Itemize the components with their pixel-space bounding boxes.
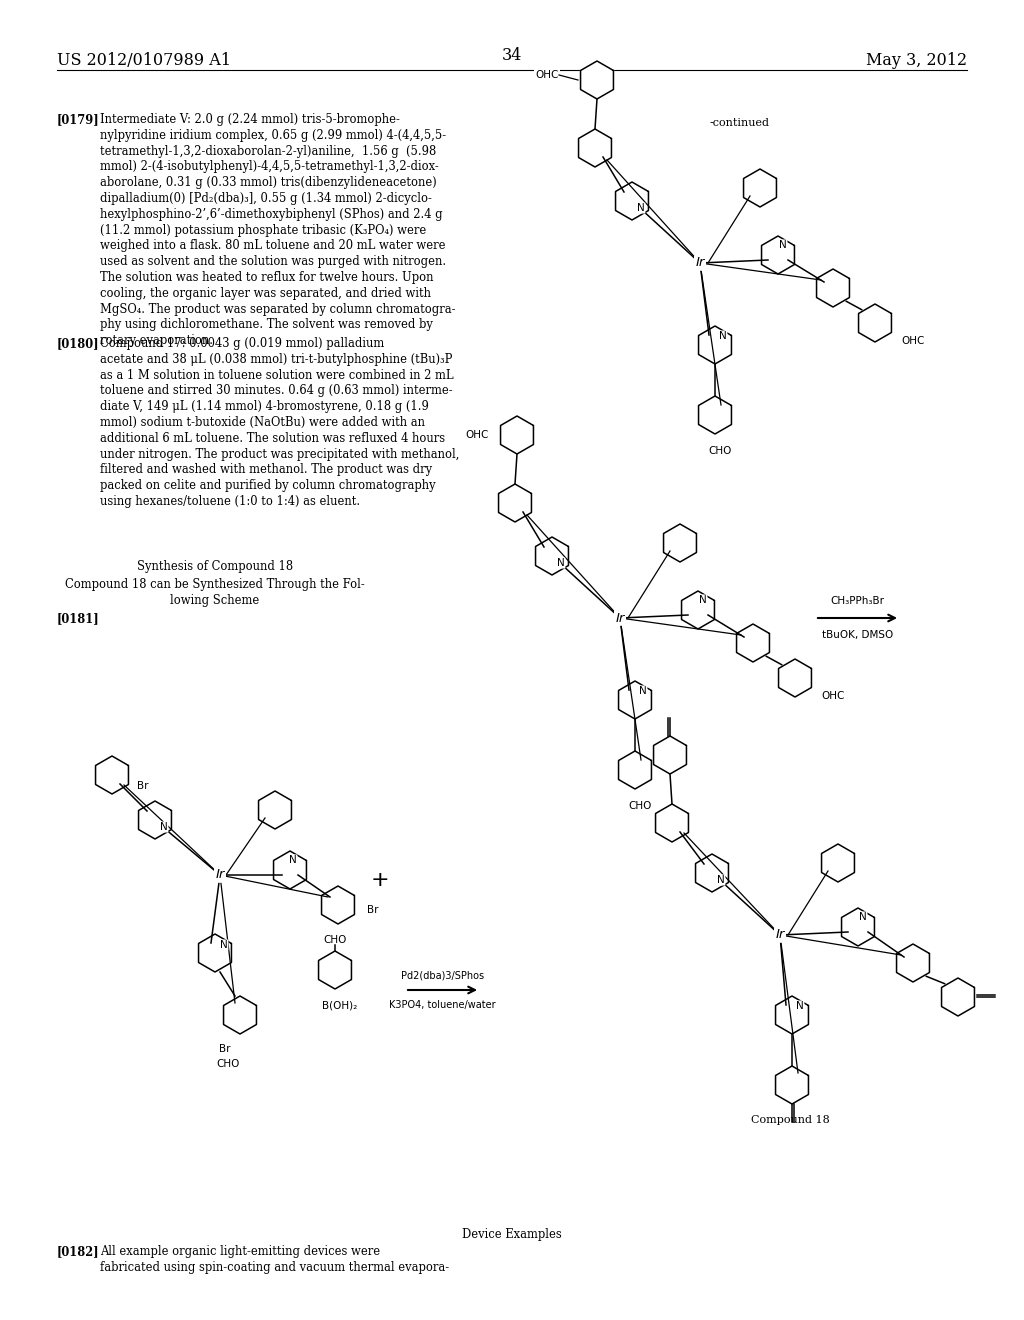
Text: Br: Br bbox=[367, 906, 379, 915]
Polygon shape bbox=[695, 854, 728, 892]
Text: N: N bbox=[220, 940, 228, 950]
Polygon shape bbox=[318, 950, 351, 989]
Polygon shape bbox=[842, 908, 874, 946]
Text: N: N bbox=[639, 686, 647, 696]
Text: All example organic light-emitting devices were
fabricated using spin-coating an: All example organic light-emitting devic… bbox=[100, 1245, 450, 1274]
Text: [0182]: [0182] bbox=[57, 1245, 99, 1258]
Text: OHC: OHC bbox=[536, 70, 559, 81]
Polygon shape bbox=[499, 484, 531, 521]
Text: Compound 18 can be Synthesized Through the Fol-
lowing Scheme: Compound 18 can be Synthesized Through t… bbox=[66, 578, 365, 607]
Polygon shape bbox=[579, 129, 611, 168]
Text: Synthesis of Compound 18: Synthesis of Compound 18 bbox=[137, 560, 293, 573]
Text: Compound 17: 0.0043 g (0.019 mmol) palladium
acetate and 38 μL (0.038 mmol) tri-: Compound 17: 0.0043 g (0.019 mmol) palla… bbox=[100, 337, 460, 508]
Polygon shape bbox=[775, 1067, 809, 1104]
Polygon shape bbox=[762, 236, 795, 275]
Text: tBuOK, DMSO: tBuOK, DMSO bbox=[822, 630, 893, 640]
Polygon shape bbox=[682, 591, 715, 630]
Text: OHC: OHC bbox=[901, 337, 925, 346]
Text: N: N bbox=[637, 203, 645, 213]
Text: Pd2(dba)3/SPhos: Pd2(dba)3/SPhos bbox=[401, 970, 484, 979]
Text: CHO: CHO bbox=[216, 1059, 240, 1069]
Polygon shape bbox=[322, 886, 354, 924]
Text: OHC: OHC bbox=[466, 430, 489, 440]
Text: Intermediate V: 2.0 g (2.24 mmol) tris-5-bromophe-
nylpyridine iridium complex, : Intermediate V: 2.0 g (2.24 mmol) tris-5… bbox=[100, 114, 456, 347]
Text: K3PO4, toluene/water: K3PO4, toluene/water bbox=[389, 1001, 496, 1010]
Polygon shape bbox=[258, 791, 292, 829]
Text: [0180]: [0180] bbox=[57, 337, 99, 350]
Polygon shape bbox=[95, 756, 128, 795]
Text: [0181]: [0181] bbox=[57, 612, 99, 624]
Text: Br: Br bbox=[219, 1044, 230, 1053]
Polygon shape bbox=[199, 935, 231, 972]
Text: [0179]: [0179] bbox=[57, 114, 99, 125]
Text: US 2012/0107989 A1: US 2012/0107989 A1 bbox=[57, 51, 231, 69]
Polygon shape bbox=[618, 681, 651, 719]
Polygon shape bbox=[273, 851, 306, 888]
Text: Ir: Ir bbox=[695, 256, 705, 269]
Polygon shape bbox=[223, 997, 256, 1034]
Text: N: N bbox=[859, 912, 867, 921]
Text: -continued: -continued bbox=[710, 117, 770, 128]
Polygon shape bbox=[816, 269, 850, 308]
Polygon shape bbox=[775, 997, 809, 1034]
Polygon shape bbox=[941, 978, 975, 1016]
Text: Ir: Ir bbox=[615, 611, 625, 624]
Text: N: N bbox=[717, 875, 725, 884]
Polygon shape bbox=[581, 61, 613, 99]
Text: Device Examples: Device Examples bbox=[462, 1228, 562, 1241]
Polygon shape bbox=[653, 737, 686, 774]
Text: CH₃PPh₃Br: CH₃PPh₃Br bbox=[830, 597, 885, 606]
Text: OHC: OHC bbox=[821, 690, 845, 701]
Polygon shape bbox=[138, 801, 171, 840]
Polygon shape bbox=[698, 396, 731, 434]
Polygon shape bbox=[821, 843, 854, 882]
Polygon shape bbox=[655, 804, 688, 842]
Polygon shape bbox=[698, 326, 731, 364]
Polygon shape bbox=[743, 169, 776, 207]
Text: N: N bbox=[719, 331, 727, 341]
Text: Compound 18: Compound 18 bbox=[751, 1115, 829, 1125]
Text: CHO: CHO bbox=[324, 935, 347, 945]
Text: N: N bbox=[557, 558, 565, 568]
Polygon shape bbox=[858, 304, 892, 342]
Text: N: N bbox=[289, 855, 297, 865]
Polygon shape bbox=[501, 416, 534, 454]
Text: N: N bbox=[160, 822, 168, 832]
Text: 34: 34 bbox=[502, 48, 522, 63]
Polygon shape bbox=[897, 944, 930, 982]
Polygon shape bbox=[664, 524, 696, 562]
Text: +: + bbox=[371, 870, 389, 890]
Text: Br: Br bbox=[137, 781, 148, 791]
Text: May 3, 2012: May 3, 2012 bbox=[866, 51, 967, 69]
Polygon shape bbox=[536, 537, 568, 576]
Text: Ir: Ir bbox=[215, 869, 224, 882]
Polygon shape bbox=[778, 659, 811, 697]
Polygon shape bbox=[618, 751, 651, 789]
Text: N: N bbox=[796, 1001, 804, 1011]
Text: CHO: CHO bbox=[709, 446, 732, 455]
Polygon shape bbox=[736, 624, 769, 663]
Text: N: N bbox=[779, 240, 786, 249]
Text: N: N bbox=[699, 595, 707, 605]
Text: B(OH)₂: B(OH)₂ bbox=[323, 1001, 357, 1011]
Text: Ir: Ir bbox=[775, 928, 784, 941]
Text: CHO: CHO bbox=[629, 801, 651, 810]
Polygon shape bbox=[615, 182, 648, 220]
